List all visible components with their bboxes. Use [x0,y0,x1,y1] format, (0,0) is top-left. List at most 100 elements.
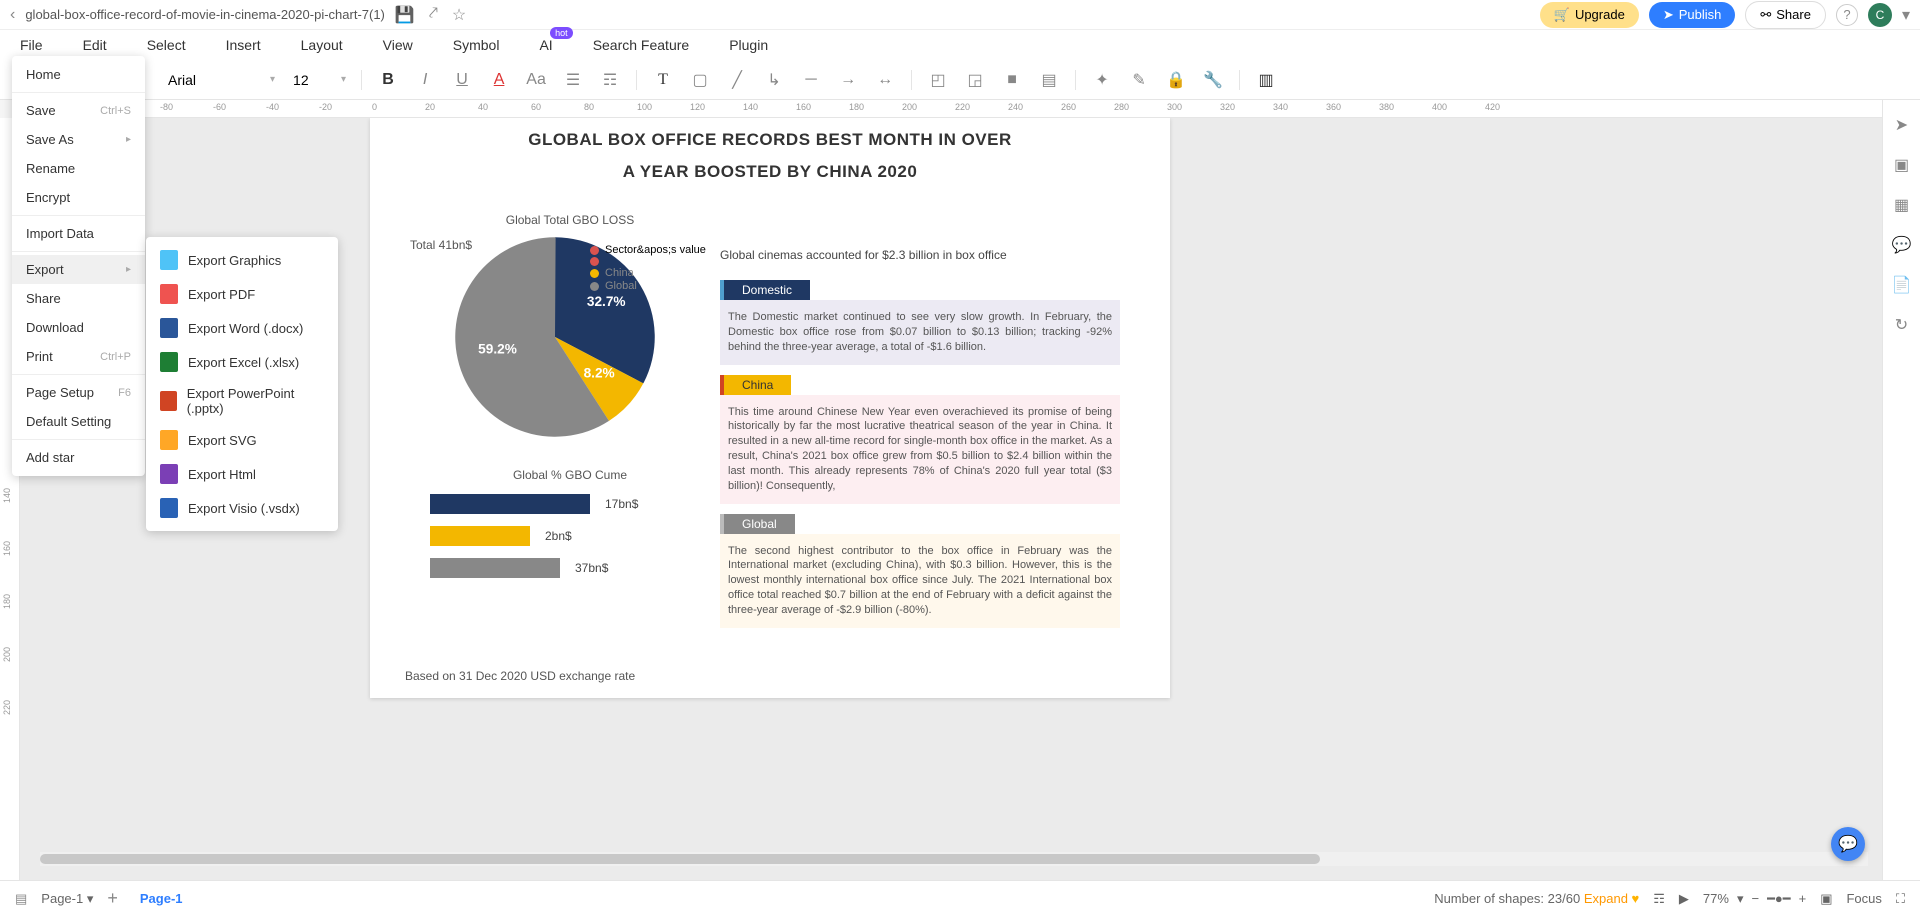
menu-page-setup[interactable]: Page SetupF6 [12,378,145,407]
align-left-button[interactable]: ■ [1001,69,1023,91]
focus-label[interactable]: Focus [1846,891,1881,906]
arrow-end-button[interactable]: ↔ [874,69,896,91]
avatar[interactable]: C [1868,3,1892,27]
line-button[interactable]: ╱ [726,69,748,91]
export-item[interactable]: Export Visio (.vsdx) [146,491,338,525]
menu-encrypt[interactable]: Encrypt [12,183,145,212]
distribute-button[interactable]: ▤ [1038,69,1060,91]
chevron-right-icon: ▸ [126,134,131,145]
export-item[interactable]: Export SVG [146,423,338,457]
layout-icon[interactable]: ▤ [15,891,27,907]
arrow-button[interactable]: ↳ [763,69,785,91]
edit-button[interactable]: ✎ [1128,69,1150,91]
menu-symbol[interactable]: Symbol [453,37,500,53]
image-button[interactable]: ◰ [927,69,949,91]
play-icon[interactable]: ▶ [1679,891,1689,907]
upgrade-button[interactable]: 🛒 Upgrade [1540,2,1639,28]
add-page-button[interactable]: + [107,888,118,909]
group-button[interactable]: ◲ [964,69,986,91]
line-spacing-button[interactable]: ☶ [599,69,621,91]
menu-file[interactable]: File [20,37,43,53]
font-select[interactable] [165,69,255,91]
menu-bar: File Edit Select Insert Layout View Symb… [0,30,1920,60]
chevron-down-icon[interactable]: ▾ [1737,891,1744,907]
menu-ai[interactable]: AIhot [539,37,552,53]
italic-button[interactable]: I [414,69,436,91]
chevron-down-icon[interactable]: ▾ [270,74,275,85]
cursor-icon[interactable]: ➤ [1895,115,1908,135]
lock-button[interactable]: 🔒 [1165,69,1187,91]
export-item[interactable]: Export Word (.docx) [146,311,338,345]
menu-default[interactable]: Default Setting [12,407,145,436]
zoom-in-button[interactable]: + [1799,891,1807,906]
case-button[interactable]: Aa [525,69,547,91]
bold-button[interactable]: B [377,69,399,91]
zoom-out-button[interactable]: − [1751,891,1759,906]
save-icon[interactable]: 💾 [395,5,415,25]
zoom-slider[interactable]: ━●━ [1767,891,1791,907]
focus-icon[interactable]: ▣ [1820,891,1832,907]
file-type-icon [160,250,178,270]
section-body: The Domestic market continued to see ver… [720,300,1120,365]
menu-edit[interactable]: Edit [83,37,107,53]
horizontal-scrollbar[interactable] [40,852,1868,866]
page-icon[interactable]: 📄 [1892,275,1912,295]
history-icon[interactable]: ↻ [1895,315,1908,335]
line-style-button[interactable]: ─ [800,69,822,91]
expand-link[interactable]: Expand [1584,891,1628,906]
underline-button[interactable]: U [451,69,473,91]
selection-icon[interactable]: ▣ [1894,155,1909,175]
font-color-button[interactable]: A [488,69,510,91]
export-item[interactable]: Export PDF [146,277,338,311]
publish-button[interactable]: ➤ Publish [1649,2,1736,28]
help-icon[interactable]: ? [1836,4,1858,26]
align-button[interactable]: ☰ [562,69,584,91]
menu-home[interactable]: Home [12,60,145,89]
menu-insert[interactable]: Insert [226,37,261,53]
menu-import[interactable]: Import Data [12,219,145,248]
effects-button[interactable]: ✦ [1091,69,1113,91]
scrollbar-thumb[interactable] [40,854,1320,864]
comment-icon[interactable]: 💬 [1892,235,1912,255]
size-select[interactable] [290,69,326,91]
share-button[interactable]: ⚯ Share [1745,1,1826,29]
menu-download[interactable]: Download [12,313,145,342]
menu-print[interactable]: PrintCtrl+P [12,342,145,371]
chat-fab[interactable]: 💬 [1831,827,1865,861]
back-icon[interactable]: ‹ [10,6,15,24]
dropdown-icon[interactable]: ▾ [1902,5,1910,25]
arrow-start-button[interactable]: → [837,69,859,91]
share-icon: ⚯ [1760,7,1771,23]
export-item[interactable]: Export PowerPoint (.pptx) [146,379,338,423]
menu-star[interactable]: Add star [12,443,145,472]
document-page[interactable]: GLOBAL BOX OFFICE RECORDS BEST MONTH IN … [370,118,1170,698]
grid-icon[interactable]: ▦ [1894,195,1909,215]
menu-select[interactable]: Select [147,37,186,53]
preview-button[interactable]: ▥ [1255,69,1277,91]
star-icon[interactable]: ☆ [452,5,466,25]
menu-share-file[interactable]: Share [12,284,145,313]
shapes-count: 23/60 [1548,891,1581,906]
menu-save-as[interactable]: Save As▸ [12,125,145,154]
tools-button[interactable]: 🔧 [1202,69,1224,91]
page-tab[interactable]: Page-1 [132,887,191,910]
export-icon[interactable]: ⤤ [429,5,438,25]
text-button[interactable]: T [652,69,674,91]
layers-icon[interactable]: ☶ [1653,891,1665,907]
export-item[interactable]: Export Excel (.xlsx) [146,345,338,379]
export-item[interactable]: Export Graphics [146,243,338,277]
fullscreen-icon[interactable]: ⛶ [1896,891,1905,907]
right-sidebar: ➤ ▣ ▦ 💬 📄 ↻ [1882,100,1920,880]
menu-plugin[interactable]: Plugin [729,37,768,53]
page-selector[interactable]: Page-1 ▾ [41,891,93,907]
share-label: Share [1776,7,1811,22]
export-item[interactable]: Export Html [146,457,338,491]
menu-rename[interactable]: Rename [12,154,145,183]
menu-search[interactable]: Search Feature [593,37,690,53]
menu-layout[interactable]: Layout [301,37,343,53]
fill-button[interactable]: ▢ [689,69,711,91]
menu-save[interactable]: SaveCtrl+S [12,96,145,125]
menu-export[interactable]: Export▸ [12,255,145,284]
chevron-down-icon[interactable]: ▾ [341,74,346,85]
menu-view[interactable]: View [383,37,413,53]
